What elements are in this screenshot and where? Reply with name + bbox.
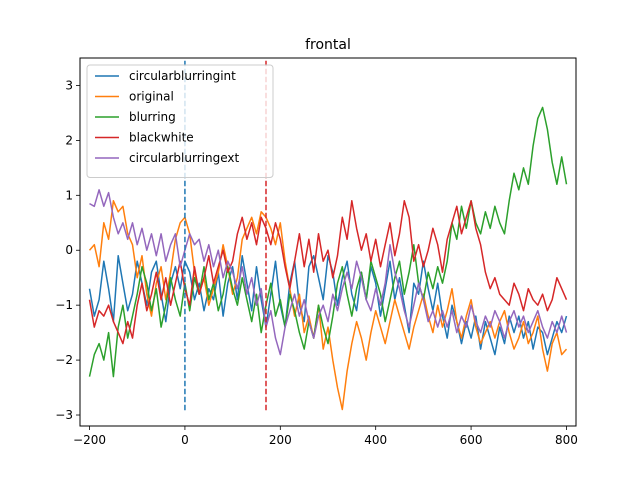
x-tick-label: −200	[73, 433, 106, 447]
legend-box	[86, 64, 274, 178]
x-tick-label: 800	[555, 433, 578, 447]
x-tick-label: 0	[181, 433, 189, 447]
y-tick-label: 1	[65, 188, 73, 202]
x-tick-label: 600	[460, 433, 483, 447]
y-axis: −3 −2 −1 0 1 2 3	[55, 78, 80, 422]
series-lines	[88, 106, 568, 411]
y-tick-label: −1	[55, 298, 73, 312]
legend-label: original	[129, 90, 174, 104]
series-line-circularblurringext	[89, 189, 568, 356]
x-tick-label: 200	[269, 433, 292, 447]
y-tick-label: −3	[55, 408, 73, 422]
y-tick-label: 0	[65, 243, 73, 257]
legend-label: blurring	[129, 110, 176, 124]
y-tick-label: 3	[65, 78, 73, 92]
series-line-blackwhite	[88, 200, 568, 345]
y-tick-label: 2	[65, 133, 73, 147]
x-tick-label: 400	[364, 433, 387, 447]
series-line-original	[88, 200, 568, 411]
legend-label: blackwhite	[129, 131, 194, 145]
series-line-blurring	[88, 106, 568, 378]
legend-label: circularblurringext	[129, 151, 239, 165]
x-axis: −200 0 200 400 600 800	[73, 426, 578, 447]
legend: circularblurringint original blurring black…	[86, 64, 274, 178]
legend-label: circularblurringint	[129, 69, 236, 83]
y-tick-label: −2	[55, 353, 73, 367]
chart-title: frontal	[305, 37, 351, 53]
plot-frame	[79, 57, 577, 427]
